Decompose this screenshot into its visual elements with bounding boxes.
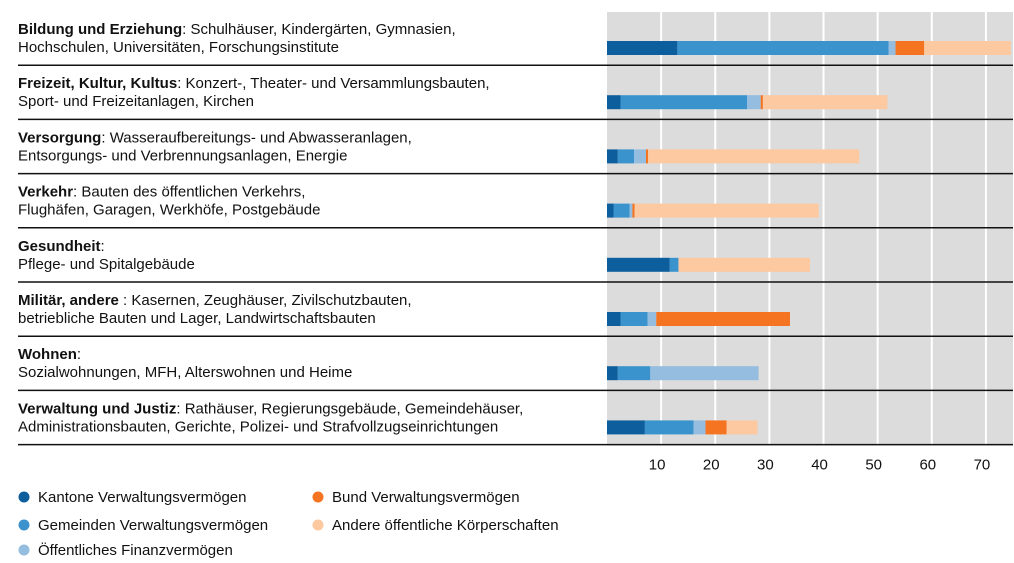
category-name: Verkehr [18,184,73,201]
category-description: betriebliche Bauten und Lager, Landwirts… [18,310,376,327]
category-description: Pflege- und Spitalgebäude [18,256,195,273]
x-tick-label: 10 [649,457,666,474]
bar-segment [677,41,889,55]
bar-segment [645,149,649,164]
legend-label: Andere öffentliche Körperschaften [332,517,559,534]
bar-segment [620,95,748,110]
category-description: : Wasseraufbereitungs- und Abwasseranlag… [101,129,411,146]
category-label: Freizeit, Kultur, Kultus: Konzert-, Thea… [18,75,490,92]
bar-segment [888,41,896,55]
category-label: Versorgung: Wasseraufbereitungs- und Abw… [18,129,412,146]
bar-segment [705,420,727,435]
bar-segment [669,257,679,272]
bar-segment [726,420,758,435]
category-description: Hochschulen, Universitäten, Forschungsin… [18,39,339,56]
x-tick-label: 50 [865,457,882,474]
bar-segment [634,149,646,164]
bar-segment [607,95,621,110]
bar-segment [693,420,706,435]
x-tick-label: 30 [757,457,774,474]
legend-swatch [18,519,30,531]
category-name: Versorgung [18,129,101,146]
category-description: Sport- und Freizeitanlagen, Kirchen [18,93,254,110]
category-label: Verwaltung und Justiz: Rathäuser, Regier… [18,400,523,417]
category-description: Entsorgungs- und Verbrennungsanlagen, En… [18,147,347,164]
bar-segment [617,149,635,164]
category-name: Wohnen [18,346,77,363]
category-description: Flughäfen, Garagen, Werkhöfe, Postgebäud… [18,202,320,219]
x-tick-label: 60 [919,457,936,474]
bar-segment [656,312,790,326]
category-description: Sozialwohnungen, MFH, Alterswohnen und H… [18,364,352,381]
category-name: Militär, andere [18,292,119,309]
bar-segment [620,312,648,326]
category-label: Bildung und Erziehung: Schulhäuser, Kind… [18,21,456,38]
category-description: : Rathäuser, Regierungsgebäude, Gemeinde… [176,400,523,417]
plot-background [607,12,1013,446]
category-description: : Schulhäuser, Kindergärten, Gymnasien, [182,21,456,38]
category-name: Gesundheit [18,238,101,255]
legend-label: Gemeinden Verwaltungsvermögen [38,517,268,534]
category-label: Militär, andere : Kasernen, Zeughäuser, … [18,292,412,309]
legend-label: Kantone Verwaltungsvermögen [38,489,246,506]
bar-segment [924,41,1011,55]
legend-swatch [18,544,30,556]
legend-swatch [18,491,30,503]
x-tick-label: 40 [811,457,828,474]
category-description: : Konzert-, Theater- und Versammlungsbau… [177,75,489,92]
bar-segment [607,420,645,435]
bar-segment [629,203,633,218]
bar-segment [895,41,925,55]
category-description: Administrationsbauten, Gerichte, Polizei… [18,418,498,435]
category-name: Verwaltung und Justiz [18,400,176,417]
category-description: : Kasernen, Zeughäuser, Zivilschutzbaute… [119,292,412,309]
bar-segment [607,366,618,381]
bar-segment [617,366,651,381]
legend-label: Bund Verwaltungsvermögen [332,489,520,506]
bar-segment [607,203,614,218]
bar-segment [747,95,761,110]
bar-segment [607,41,678,55]
x-tick-label: 20 [703,457,720,474]
legend-label: Öffentliches Finanzvermögen [38,541,233,559]
bar-segment [647,312,657,326]
legend-swatch [312,491,324,503]
bar-segment [632,203,635,218]
category-description: : [77,346,81,363]
bar-segment [613,203,630,218]
category-name: Freizeit, Kultur, Kultus [18,75,177,92]
bar-segment [650,366,759,381]
bar-segment [762,95,888,110]
category-label: Verkehr: Bauten des öffentlichen Verkehr… [18,184,305,201]
bar-segment [678,257,810,272]
category-name: Bildung und Erziehung [18,21,182,38]
x-tick-label: 70 [974,457,991,474]
bar-segment [760,95,763,110]
category-description: : Bauten des öffentlichen Verkehrs, [73,184,305,201]
bar-segment [634,203,819,218]
bar-segment [607,149,618,164]
bar-segment [607,257,670,272]
bar-segment [644,420,694,435]
category-label: Wohnen: [18,346,81,363]
category-label: Gesundheit: [18,238,105,255]
legend-swatch [312,519,324,531]
bar-segment [607,312,621,326]
category-description: : [101,238,105,255]
bar-segment [648,149,860,164]
